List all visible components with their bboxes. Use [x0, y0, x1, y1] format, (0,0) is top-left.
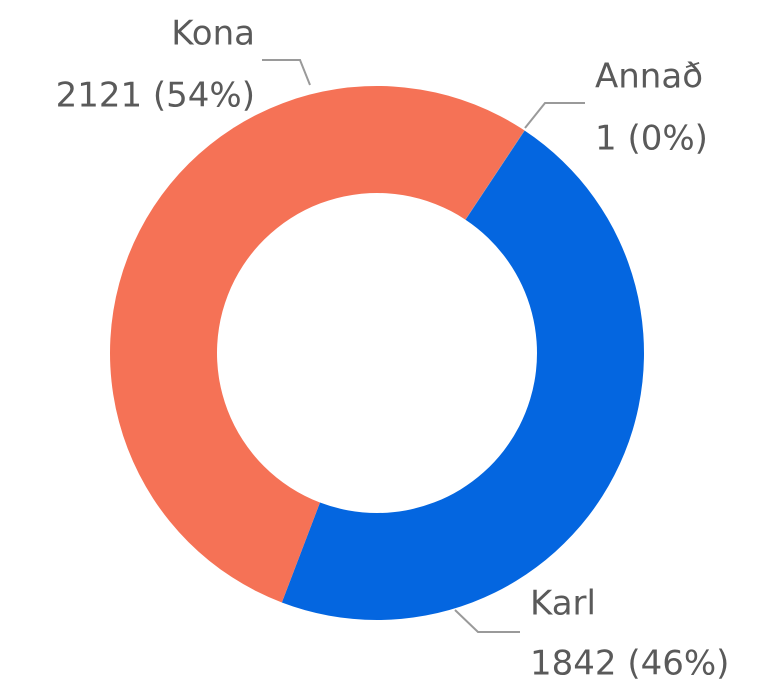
slice-name: Kona	[171, 14, 255, 54]
donut-slice	[465, 130, 525, 220]
leader-line	[262, 59, 311, 86]
slice-value-label: 1 (0%)	[595, 119, 708, 159]
leader-line	[524, 102, 585, 129]
slice-name: Karl	[530, 584, 596, 624]
slice-name: Annað	[595, 57, 703, 97]
leader-line	[454, 609, 520, 633]
donut-slice	[281, 130, 644, 620]
donut-slice	[110, 86, 525, 603]
slice-value-label: 1842 (46%)	[530, 644, 729, 684]
slice-value-label: 2121 (54%)	[56, 76, 255, 116]
